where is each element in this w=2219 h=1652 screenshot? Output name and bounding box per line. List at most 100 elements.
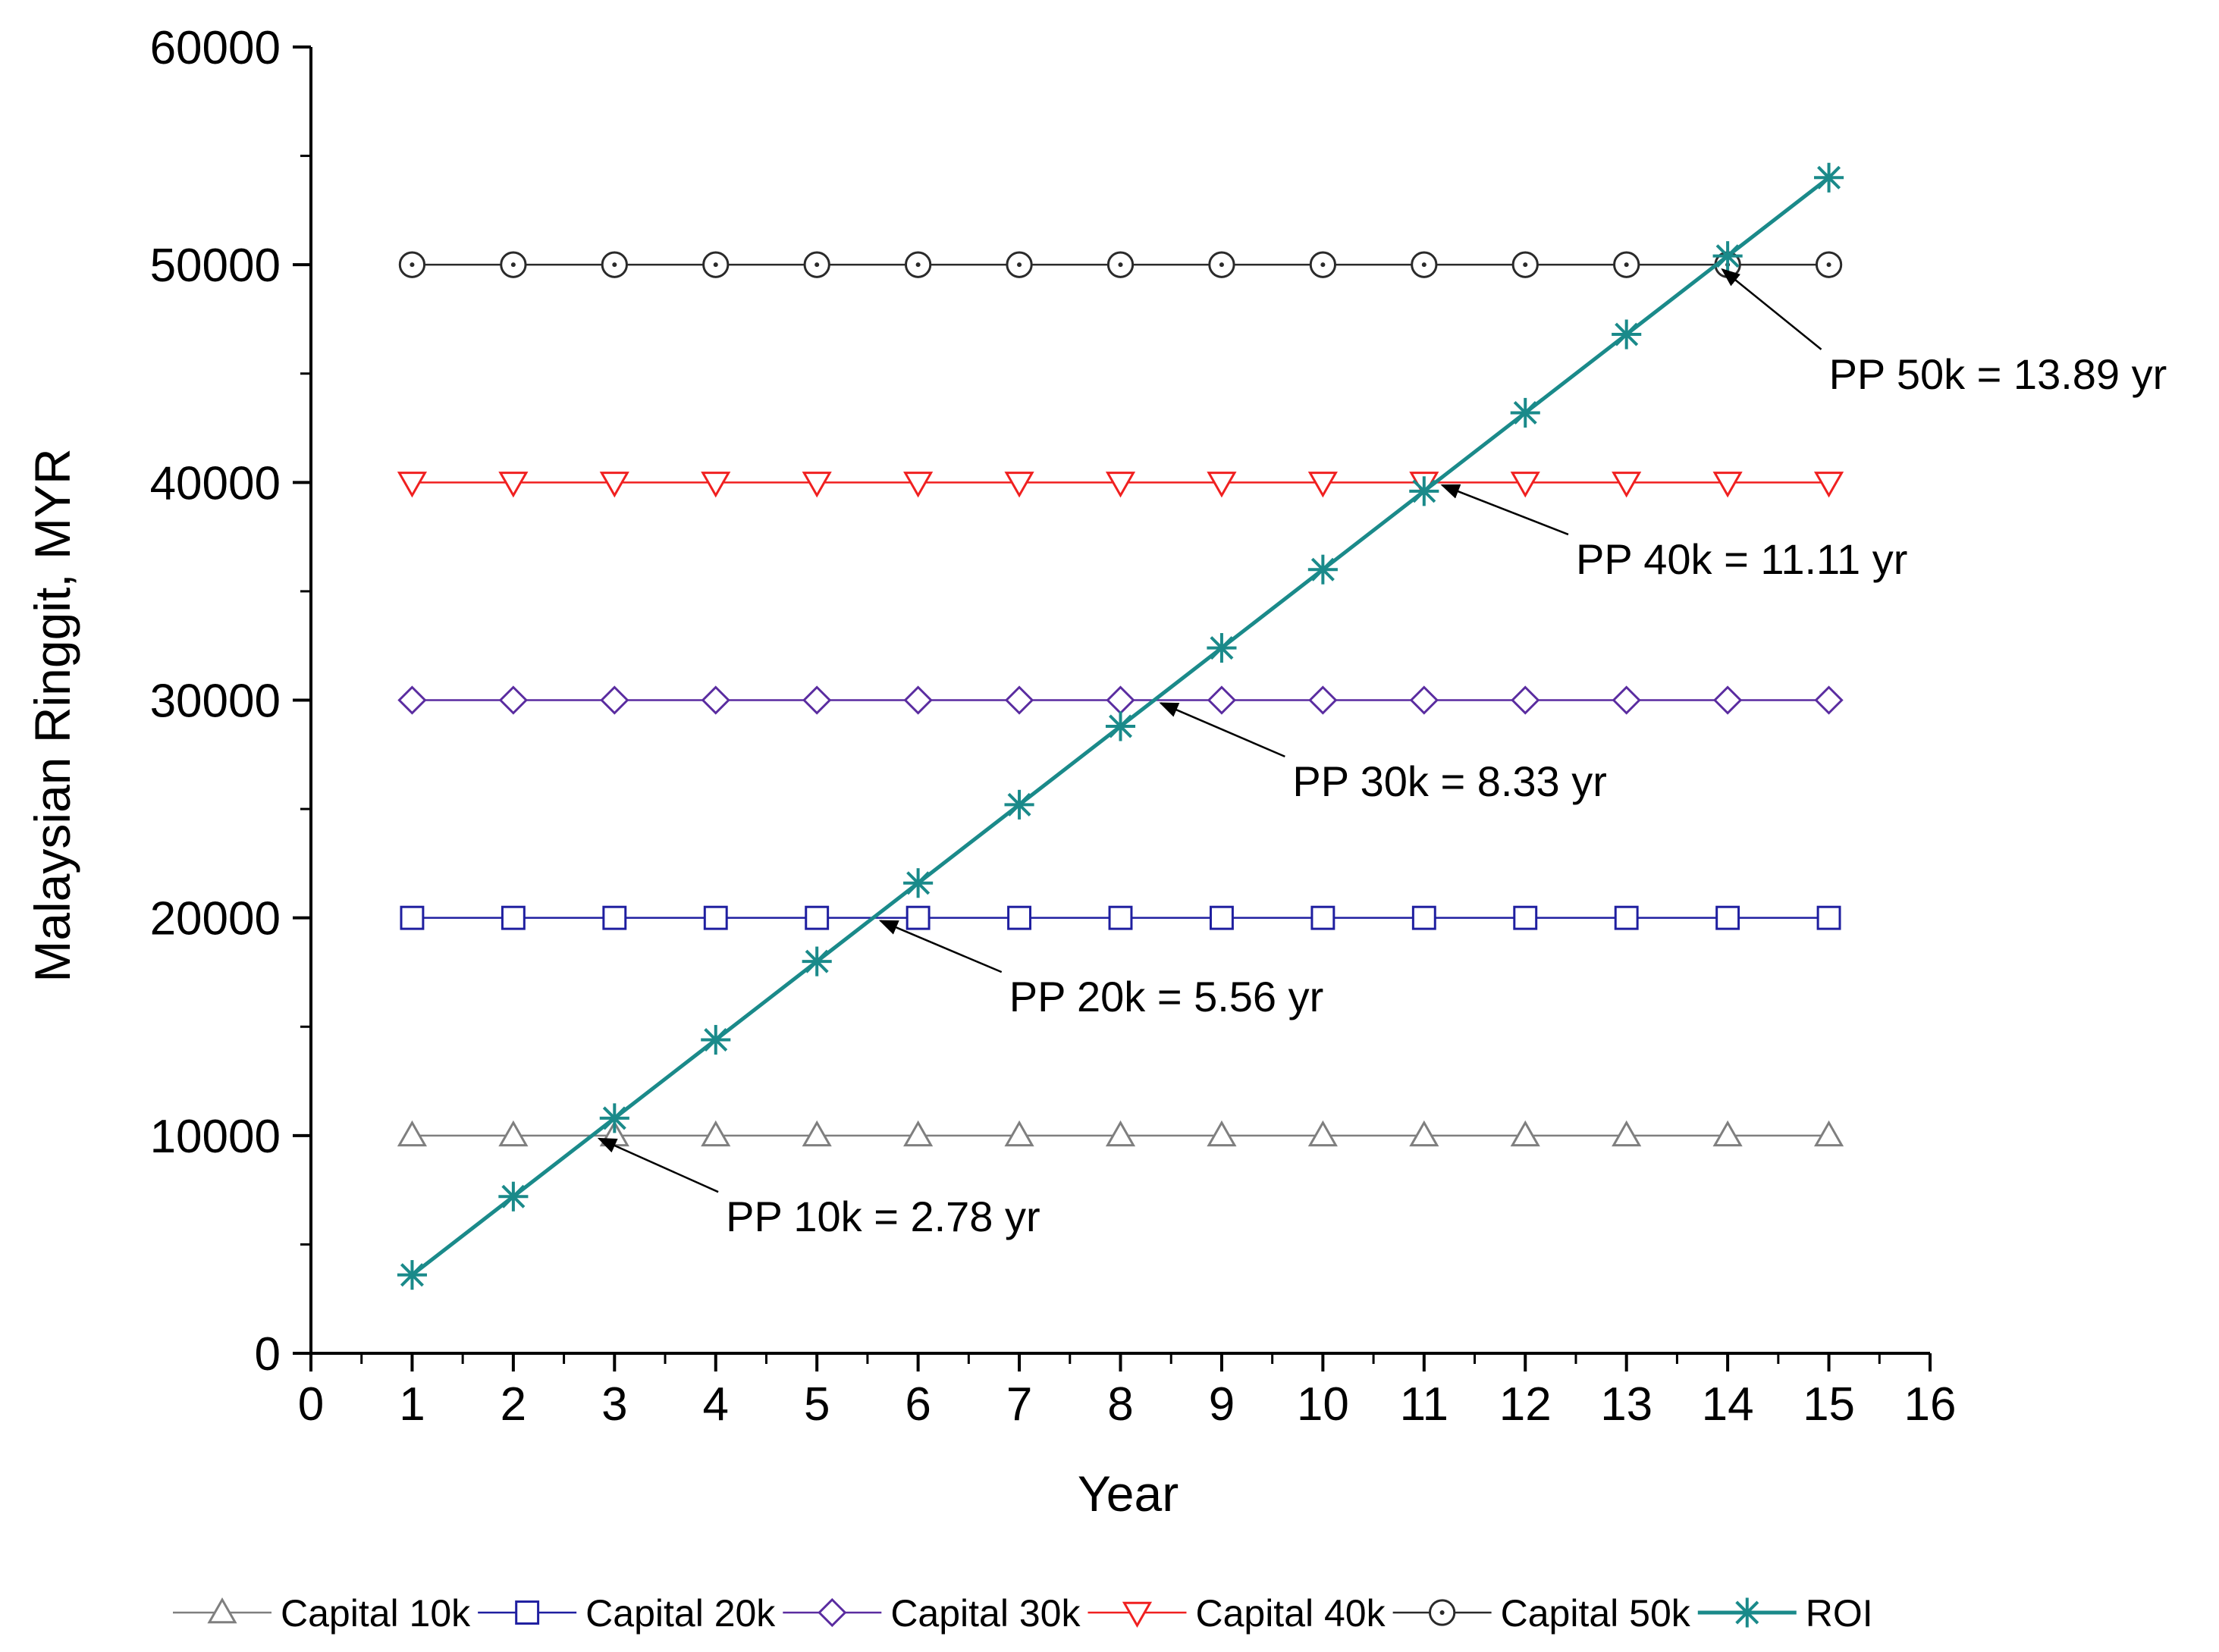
- series-capital-10k: [397, 1120, 1844, 1147]
- data-point-capital-20k: [1411, 905, 1436, 930]
- data-point-capital-10k: [1004, 1120, 1034, 1147]
- data-point-capital-40k: [1207, 472, 1237, 498]
- data-point-roi: [903, 868, 934, 898]
- data-point-capital-30k: [1004, 685, 1034, 715]
- data-point-capital-10k: [1105, 1120, 1136, 1147]
- series-capital-30k: [397, 685, 1844, 715]
- data-point-roi-stroke: [1817, 165, 1841, 190]
- data-point-capital-10k: [903, 1120, 934, 1147]
- y-axis-title: Malaysian Ringgit, MYR: [24, 448, 80, 982]
- data-point-roi: [498, 1181, 529, 1212]
- data-point-roi-stroke: [602, 1106, 626, 1130]
- annotation-arrow: [1721, 268, 1822, 350]
- annotation-arrow: [1159, 702, 1285, 758]
- data-point-capital-10k: [1510, 1120, 1540, 1147]
- data-point-capital-20k: [1513, 905, 1538, 930]
- data-point-capital-50k-dot: [1523, 262, 1528, 268]
- series-roi: [397, 162, 1844, 1290]
- data-point-roi-stroke: [1007, 792, 1031, 817]
- data-point-capital-40k: [1105, 472, 1136, 498]
- data-point-capital-20k: [1816, 905, 1841, 930]
- data-point-capital-20k: [905, 905, 931, 930]
- legend-item-capital-50k: Capital 50k: [1392, 1592, 1691, 1635]
- data-point-capital-10k: [1409, 1120, 1439, 1147]
- annotation-layer: PP 10k = 2.78 yr PP 20k = 5.56 yr PP 30k =…: [597, 268, 2167, 1240]
- data-point-capital-20k: [1715, 905, 1740, 930]
- data-point-roi-stroke: [400, 1263, 424, 1287]
- annotation-label: PP 50k = 13.89 yr: [1829, 350, 2167, 398]
- data-point-capital-10k: [1207, 1120, 1237, 1147]
- data-point-capital-40k: [802, 472, 832, 498]
- data-point-capital-40k: [903, 472, 934, 498]
- x-tick-label: 0: [298, 1378, 324, 1431]
- data-point-roi-stroke: [1109, 714, 1132, 738]
- data-point-capital-50k-dot: [410, 262, 415, 268]
- data-point-capital-40k: [599, 472, 629, 498]
- x-tick-label: 16: [1904, 1378, 1957, 1431]
- legend-marker-capital-20k: [515, 1600, 540, 1625]
- data-point-capital-40k: [1307, 472, 1338, 498]
- data-point-capital-50k: [1613, 251, 1640, 278]
- data-point-capital-50k-dot: [1826, 262, 1831, 268]
- data-point-roi-stroke: [1615, 322, 1639, 346]
- data-point-capital-50k: [904, 251, 932, 278]
- data-point-capital-50k-dot: [1421, 262, 1426, 268]
- data-point-capital-40k: [1510, 472, 1540, 498]
- data-point-capital-10k: [397, 1120, 428, 1147]
- data-point-capital-30k: [701, 685, 730, 715]
- data-point-capital-50k-dot: [612, 262, 617, 268]
- data-point-roi-stroke: [906, 871, 931, 895]
- data-point-roi: [1814, 162, 1844, 193]
- legend-marker-capital-30k: [818, 1597, 847, 1628]
- x-tick-label: 5: [804, 1378, 830, 1431]
- x-tick-label: 9: [1209, 1378, 1235, 1431]
- data-point-capital-30k: [1308, 685, 1338, 715]
- legend-marker-capital-40k: [1122, 1601, 1153, 1628]
- data-point-capital-20k: [1614, 905, 1639, 930]
- legend-item-capital-20k: Capital 20k: [478, 1592, 776, 1635]
- x-tick-label: 1: [399, 1378, 425, 1431]
- data-point-roi-stroke: [1412, 479, 1436, 503]
- x-tick-label: 7: [1006, 1378, 1032, 1431]
- data-point-roi: [1409, 476, 1439, 506]
- annotation-label: PP 40k = 11.11 yr: [1576, 535, 1907, 583]
- data-point-capital-30k: [1207, 685, 1237, 715]
- data-point-capital-20k: [602, 905, 627, 930]
- data-point-roi: [1510, 397, 1540, 428]
- data-point-capital-50k: [702, 251, 730, 278]
- data-point-capital-10k: [498, 1120, 529, 1147]
- data-point-roi-stroke: [805, 949, 829, 973]
- annotation-label: PP 20k = 5.56 yr: [1009, 973, 1324, 1020]
- data-point-capital-10k: [1307, 1120, 1338, 1147]
- data-point-capital-20k: [1310, 905, 1335, 930]
- data-point-capital-50k: [398, 251, 426, 278]
- data-point-capital-40k: [701, 472, 731, 498]
- data-point-capital-20k: [1108, 905, 1133, 930]
- data-point-capital-20k: [1007, 905, 1032, 930]
- annotation-arrow: [1440, 484, 1569, 536]
- data-point-capital-40k: [1712, 472, 1743, 498]
- legend-label: Capital 20k: [585, 1592, 776, 1635]
- data-point-capital-50k: [601, 251, 628, 278]
- data-point-roi: [701, 1024, 731, 1055]
- data-point-capital-40k: [1004, 472, 1034, 498]
- data-point-capital-10k: [701, 1120, 731, 1147]
- x-axis-title: Year: [1078, 1465, 1179, 1522]
- data-point-roi-stroke: [704, 1027, 728, 1052]
- legend-item-roi: ROI: [1697, 1592, 1873, 1635]
- legend-marker-capital-10k: [207, 1597, 237, 1624]
- x-tick-label: 11: [1400, 1378, 1448, 1431]
- legend-marker-roi-stroke: [1735, 1600, 1759, 1625]
- legend-label: Capital 30k: [890, 1592, 1081, 1635]
- data-point-capital-10k: [1813, 1120, 1844, 1147]
- y-tick-label: 20000: [150, 893, 281, 945]
- data-point-roi: [1612, 319, 1642, 350]
- data-point-roi: [599, 1103, 629, 1133]
- legend-marker-roi: [1732, 1597, 1762, 1628]
- data-point-capital-30k: [1814, 685, 1844, 715]
- data-point-roi-stroke: [501, 1184, 526, 1208]
- y-tick-label: 0: [255, 1328, 281, 1381]
- series-layer: [397, 162, 1844, 1290]
- y-tick-label: 50000: [150, 240, 281, 292]
- data-point-capital-30k: [1713, 685, 1743, 715]
